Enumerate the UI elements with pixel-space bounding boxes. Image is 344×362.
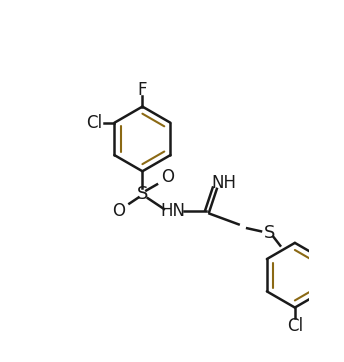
Text: NH: NH: [212, 174, 237, 192]
Text: O: O: [112, 202, 125, 219]
Text: HN: HN: [161, 202, 186, 220]
Text: F: F: [138, 81, 147, 98]
Text: O: O: [161, 168, 174, 186]
Text: S: S: [264, 224, 275, 242]
Text: Cl: Cl: [86, 114, 103, 132]
Text: Cl: Cl: [287, 317, 303, 335]
Text: S: S: [137, 185, 148, 203]
